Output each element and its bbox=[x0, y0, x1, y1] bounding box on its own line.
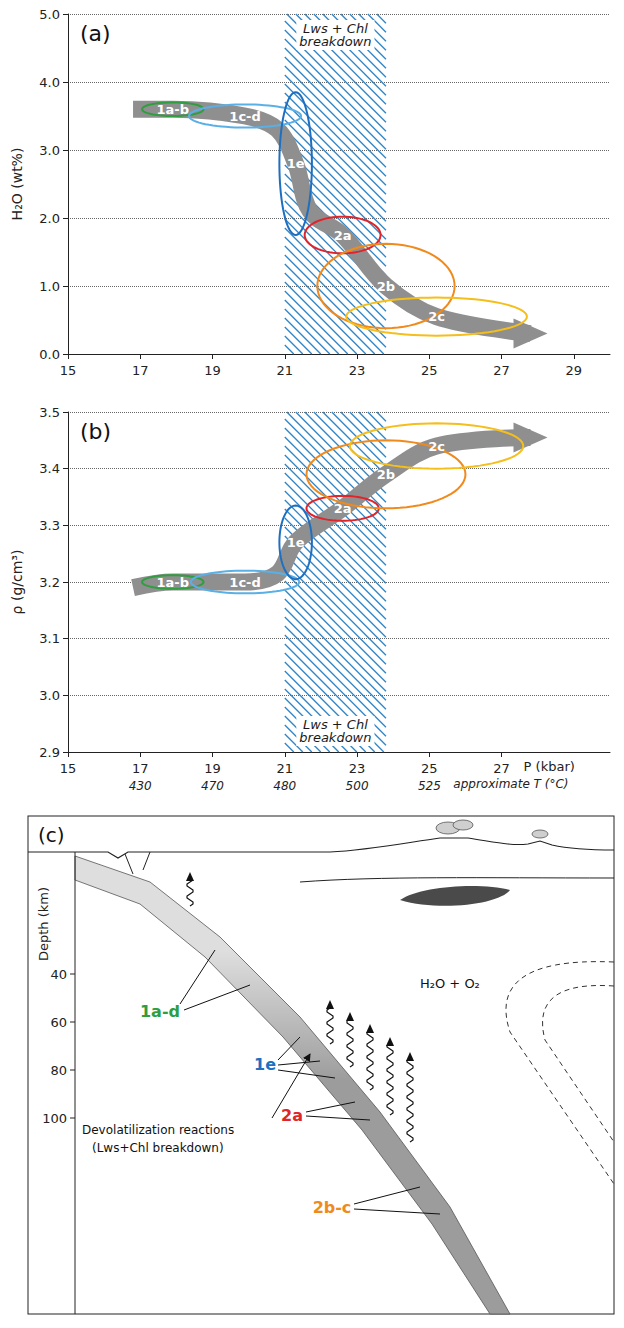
svg-text:480: 480 bbox=[273, 779, 296, 793]
svg-text:3.2: 3.2 bbox=[39, 575, 60, 590]
svg-text:breakdown: breakdown bbox=[299, 730, 371, 745]
svg-text:3.0: 3.0 bbox=[39, 688, 60, 703]
svg-text:ρ (g/cm³): ρ (g/cm³) bbox=[9, 550, 25, 615]
svg-text:19: 19 bbox=[204, 363, 221, 378]
svg-text:25: 25 bbox=[421, 363, 438, 378]
svg-text:3.3: 3.3 bbox=[39, 518, 60, 533]
svg-text:3.0: 3.0 bbox=[39, 143, 60, 158]
svg-text:Depth (km): Depth (km) bbox=[36, 887, 51, 961]
svg-text:17: 17 bbox=[132, 363, 149, 378]
svg-text:3.5: 3.5 bbox=[39, 405, 60, 420]
svg-text:H₂O (wt%): H₂O (wt%) bbox=[9, 148, 25, 221]
svg-text:21: 21 bbox=[277, 761, 294, 776]
svg-text:40: 40 bbox=[50, 967, 67, 982]
svg-text:15: 15 bbox=[60, 761, 77, 776]
svg-text:1e: 1e bbox=[287, 156, 305, 171]
svg-text:2b-c: 2b-c bbox=[313, 1198, 352, 1217]
svg-text:29: 29 bbox=[566, 363, 583, 378]
svg-text:Devolatilization reactions: Devolatilization reactions bbox=[82, 1123, 234, 1137]
svg-text:1.0: 1.0 bbox=[39, 279, 60, 294]
svg-text:17: 17 bbox=[132, 761, 149, 776]
svg-text:100: 100 bbox=[42, 1111, 67, 1126]
svg-text:1a-b: 1a-b bbox=[157, 102, 190, 117]
svg-text:(a): (a) bbox=[80, 21, 111, 46]
svg-text:4.0: 4.0 bbox=[39, 75, 60, 90]
svg-text:500: 500 bbox=[346, 779, 369, 793]
svg-text:15: 15 bbox=[60, 363, 77, 378]
svg-text:2b: 2b bbox=[377, 467, 395, 482]
svg-text:3.1: 3.1 bbox=[39, 631, 60, 646]
svg-text:1a-b: 1a-b bbox=[157, 575, 190, 590]
svg-text:60: 60 bbox=[50, 1015, 67, 1030]
svg-text:25: 25 bbox=[421, 761, 438, 776]
svg-text:2c: 2c bbox=[428, 309, 445, 324]
svg-text:5.0: 5.0 bbox=[39, 7, 60, 22]
svg-text:(Lws+Chl breakdown): (Lws+Chl breakdown) bbox=[92, 1141, 224, 1155]
svg-text:Lws + Chl: Lws + Chl bbox=[303, 717, 368, 732]
svg-text:(c): (c) bbox=[38, 823, 65, 847]
svg-text:0.0: 0.0 bbox=[39, 347, 60, 362]
svg-text:2.9: 2.9 bbox=[39, 745, 60, 760]
svg-text:23: 23 bbox=[349, 363, 366, 378]
svg-text:breakdown: breakdown bbox=[299, 34, 371, 49]
svg-text:27: 27 bbox=[493, 761, 510, 776]
svg-text:P (kbar): P (kbar) bbox=[524, 759, 575, 774]
svg-text:1c-d: 1c-d bbox=[229, 109, 260, 124]
svg-text:approximate T (°C): approximate T (°C) bbox=[453, 777, 568, 791]
svg-text:80: 80 bbox=[50, 1063, 67, 1078]
svg-text:1e: 1e bbox=[287, 535, 305, 550]
svg-text:525: 525 bbox=[418, 779, 441, 793]
svg-text:1a-d: 1a-d bbox=[140, 1002, 180, 1021]
svg-text:470: 470 bbox=[201, 779, 224, 793]
svg-text:Lws + Chl: Lws + Chl bbox=[303, 21, 368, 36]
svg-text:2a: 2a bbox=[334, 228, 352, 243]
svg-text:430: 430 bbox=[129, 779, 152, 793]
svg-text:2b: 2b bbox=[377, 279, 395, 294]
svg-text:2a: 2a bbox=[334, 501, 352, 516]
svg-text:1e: 1e bbox=[254, 1055, 276, 1074]
svg-text:19: 19 bbox=[204, 761, 221, 776]
svg-text:(b): (b) bbox=[80, 419, 111, 444]
svg-text:21: 21 bbox=[277, 363, 294, 378]
svg-text:2c: 2c bbox=[428, 439, 445, 454]
svg-text:1c-d: 1c-d bbox=[229, 575, 260, 590]
svg-text:27: 27 bbox=[493, 363, 510, 378]
svg-text:2.0: 2.0 bbox=[39, 211, 60, 226]
svg-text:3.4: 3.4 bbox=[39, 461, 60, 476]
svg-text:H₂O + O₂: H₂O + O₂ bbox=[420, 976, 480, 991]
svg-text:23: 23 bbox=[349, 761, 366, 776]
svg-text:2a: 2a bbox=[281, 1106, 303, 1125]
